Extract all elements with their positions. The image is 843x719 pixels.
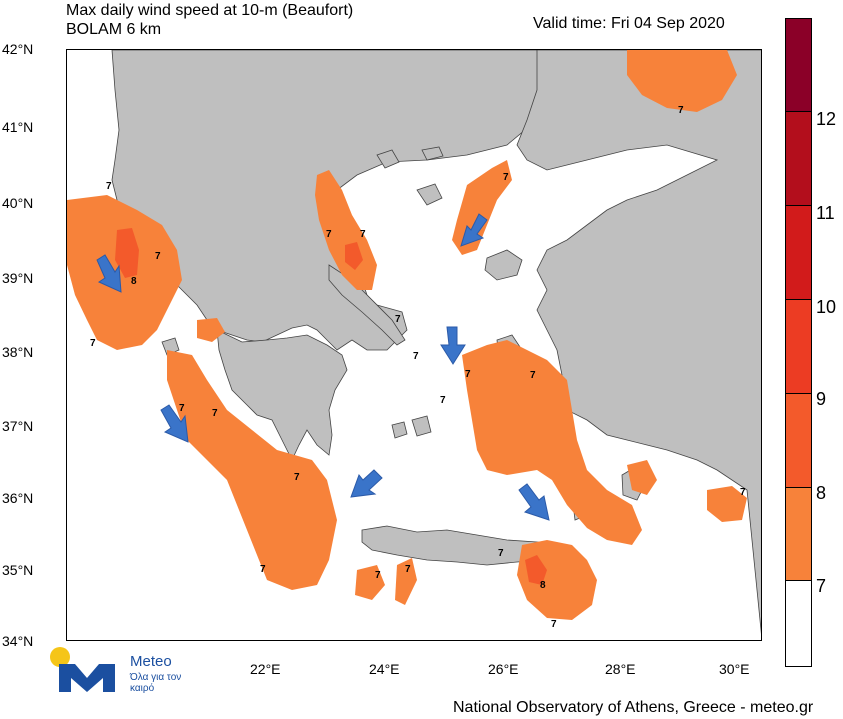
lat-label-36: 36°N (2, 490, 34, 506)
contour-label: 7 (260, 564, 266, 575)
colorbar-label-11: 11 (816, 203, 835, 223)
contour-label: 7 (503, 172, 509, 183)
wind-arrow-4 (460, 213, 488, 247)
bf8-ionian (115, 228, 139, 278)
lon-label-26: 26°E (488, 661, 519, 677)
credit-footer: National Observatory of Athens, Greece -… (453, 699, 814, 716)
land-euboea (328, 264, 406, 346)
colorbar-band-7 (786, 488, 811, 581)
contour-label: 7 (413, 351, 419, 362)
contour-label: 7 (155, 251, 161, 262)
bf7-west-pelop (167, 350, 337, 590)
contour-label: 7 (360, 229, 366, 240)
wind-arrow-6 (518, 483, 550, 521)
bf8-crete-east (525, 555, 547, 585)
wind-arrow-3 (350, 469, 383, 498)
bf7-marmara (627, 50, 737, 112)
contour-label: 7 (294, 472, 300, 483)
land-paros (391, 421, 408, 439)
bf7-rhodes-area (627, 460, 657, 495)
land-samothrace (421, 146, 444, 161)
contour-label: 7 (405, 564, 411, 575)
contour-label: 8 (540, 580, 546, 591)
land-thasos (376, 149, 400, 169)
bf7-crete-west (395, 558, 417, 605)
contour-label: 7 (551, 619, 557, 630)
colorbar-band-12 (786, 19, 811, 112)
contour-label: 7 (440, 395, 446, 406)
land-turkey (516, 50, 761, 635)
contour-label: 7 (530, 370, 536, 381)
bf7-kythira (355, 565, 385, 600)
land-lemnos (416, 183, 443, 206)
lat-label-39: 39°N (2, 270, 34, 286)
valid-time: Valid time: Fri 04 Sep 2020 (533, 15, 725, 32)
meteo-logo[interactable] (47, 644, 187, 694)
colorbar-band-below-7 (786, 581, 811, 666)
colorbar-label-8: 8 (816, 483, 827, 503)
lon-label-28: 28°E (605, 661, 636, 677)
colorbar-label-12: 12 (816, 109, 837, 129)
land-lesbos (484, 249, 523, 281)
colorbar-band-10 (786, 206, 811, 300)
colorbar-band-11 (786, 112, 811, 206)
bf8-areas (115, 228, 547, 585)
lat-label-38: 38°N (2, 344, 34, 360)
contour-label: 7 (106, 181, 112, 192)
land-naxos (411, 415, 432, 437)
wind-arrows (96, 213, 550, 521)
wind-arrow-5 (440, 326, 466, 365)
contour-label: 7 (395, 314, 401, 325)
colorbar-band-9 (786, 300, 811, 394)
meteo-logo-tagline: Όλα για τον καιρό (130, 672, 182, 694)
land-zakynthos (161, 337, 180, 356)
contour-label: 7 (740, 487, 746, 498)
contour-label: 7 (678, 105, 684, 116)
contour-label: 7 (465, 369, 471, 380)
lat-label-40: 40°N (2, 195, 34, 211)
lat-label-42: 42°N (2, 41, 34, 57)
colorbar-label-9: 9 (816, 389, 827, 409)
colorbar-label-7: 7 (816, 576, 827, 596)
lat-label-34: 34°N (2, 633, 34, 649)
contour-label: 7 (179, 403, 185, 414)
colorbar-label-10: 10 (816, 297, 837, 317)
contour-label: 7 (375, 570, 381, 581)
lat-label-35: 35°N (2, 562, 34, 578)
bf8-euboea (345, 242, 363, 270)
land-peloponnese (216, 329, 348, 461)
meteo-logo-mark (50, 647, 115, 692)
colorbar-band-8 (786, 394, 811, 488)
wind-arrow-1 (96, 254, 122, 293)
contour-label: 7 (90, 338, 96, 349)
bf7-east-med (707, 486, 747, 522)
contour-label: 7 (326, 229, 332, 240)
contour-label: 7 (212, 408, 218, 419)
map-title: Max daily wind speed at 10-m (Beaufort) … (66, 1, 353, 39)
title-line-2: BOLAM 6 km (66, 21, 162, 38)
meteo-logo-name: Meteo (130, 653, 172, 670)
title-line-1: Max daily wind speed at 10-m (Beaufort) (66, 2, 354, 19)
lat-label-41: 41°N (2, 119, 34, 135)
wind-map (66, 49, 762, 641)
contour-label: 8 (131, 276, 137, 287)
lon-label-24: 24°E (369, 661, 400, 677)
wind-arrow-2 (160, 404, 189, 443)
colorbar (785, 18, 812, 667)
lon-label-22: 22°E (250, 661, 281, 677)
lon-label-30: 30°E (719, 661, 750, 677)
lat-label-37: 37°N (2, 418, 34, 434)
contour-label: 7 (498, 548, 504, 559)
bf7-dodecanese (462, 340, 642, 545)
bf7-saronic (197, 318, 225, 342)
